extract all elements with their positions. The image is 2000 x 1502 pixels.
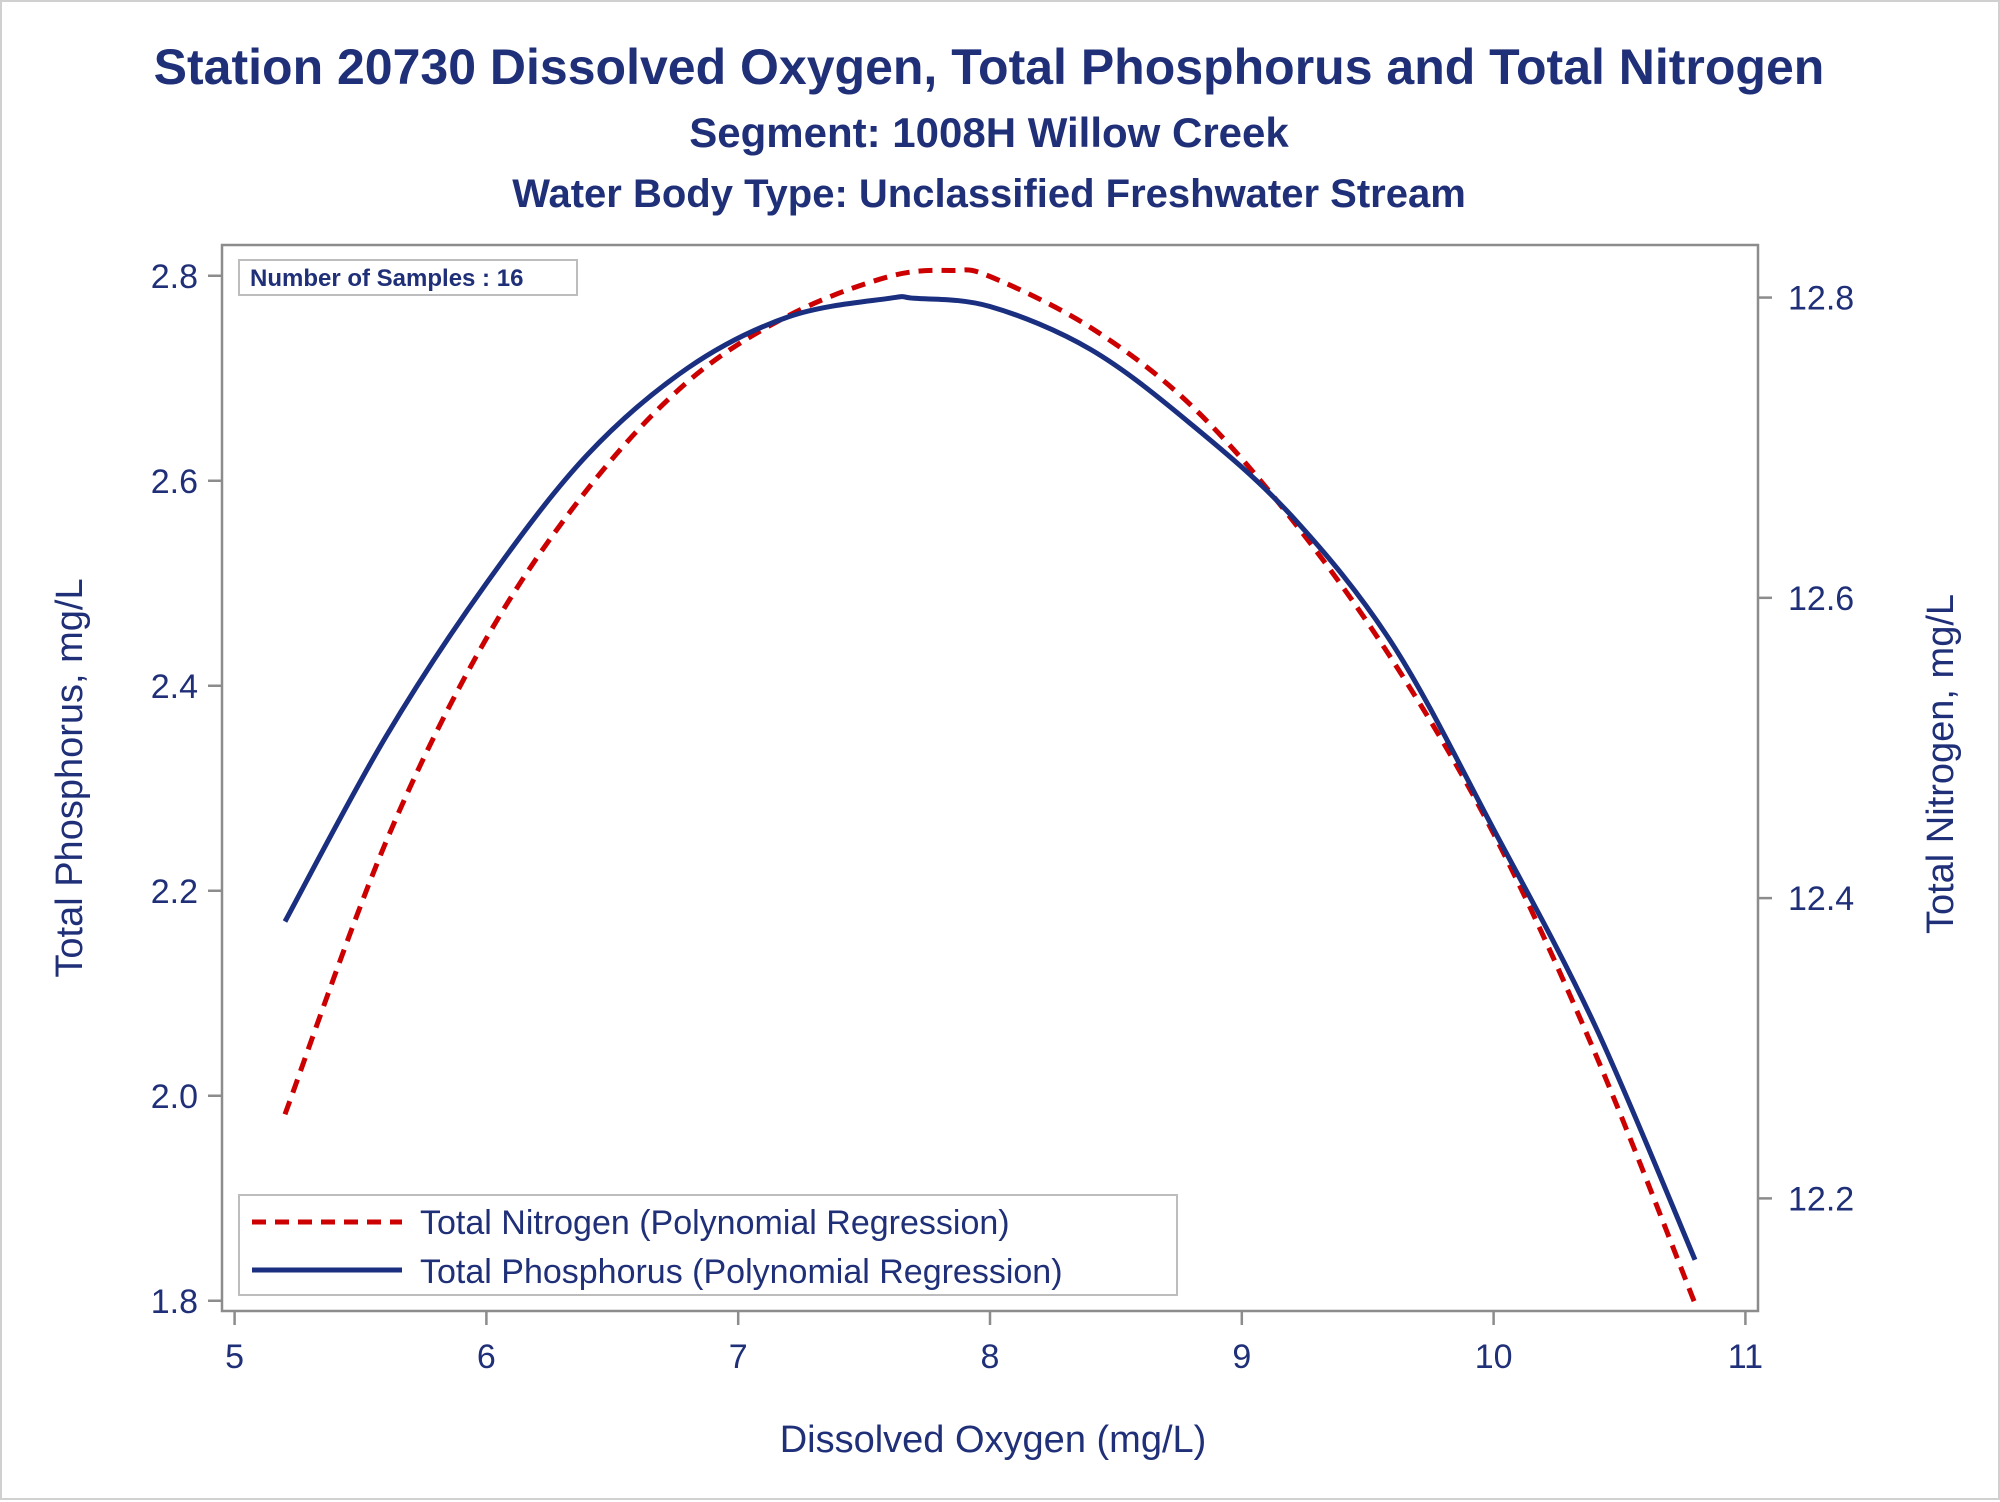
x-tick-label: 6 (477, 1338, 496, 1376)
series-line-total-phosphorus (282, 294, 1698, 1261)
y-right-tick-label: 12.8 (1788, 280, 1854, 318)
chart-subtitle: Segment: 1008H Willow Creek (689, 109, 1289, 156)
x-axis-label: Dissolved Oxygen (mg/L) (780, 1419, 1207, 1461)
legend-label-phosphorus: Total Phosphorus (Polynomial Regression) (420, 1253, 1063, 1291)
y-right-tick-label: 12.4 (1788, 880, 1854, 918)
x-tick-label: 9 (1232, 1338, 1251, 1376)
y-left-tick-label: 1.8 (151, 1283, 198, 1321)
legend-box (238, 1194, 1178, 1296)
y-right-tick-label: 12.2 (1788, 1180, 1854, 1218)
chart-title: Station 20730 Dissolved Oxygen, Total Ph… (154, 39, 1825, 95)
y-left-tick-label: 2.0 (151, 1078, 198, 1116)
x-tick-label: 8 (981, 1338, 1000, 1376)
y-left-axis-ticks: 1.8 2.0 2.2 2.4 2.6 2.8 (151, 258, 222, 1321)
y-right-axis-ticks: 12.2 12.4 12.6 12.8 (1758, 280, 1854, 1218)
y-left-tick-label: 2.2 (151, 873, 198, 911)
series-line-total-nitrogen (282, 267, 1698, 1305)
x-tick-label: 10 (1475, 1338, 1513, 1376)
y-left-tick-label: 2.6 (151, 463, 198, 501)
x-tick-label: 7 (729, 1338, 748, 1376)
x-axis-ticks: 5 6 7 8 9 10 11 (225, 1311, 1763, 1376)
x-tick-label: 5 (225, 1338, 244, 1376)
y-right-axis-label: Total Nitrogen, mg/L (1920, 594, 1962, 934)
samples-annotation: Number of Samples : 16 (250, 265, 523, 292)
annotation-box (238, 259, 578, 296)
y-right-tick-label: 12.6 (1788, 580, 1854, 618)
series-lines (282, 267, 1698, 1305)
y-left-axis-label: Total Phosphorus, mg/L (49, 578, 91, 977)
y-left-tick-label: 2.8 (151, 258, 198, 296)
legend-label-nitrogen: Total Nitrogen (Polynomial Regression) (420, 1204, 1010, 1242)
chart-subtitle-2: Water Body Type: Unclassified Freshwater… (512, 172, 1466, 216)
y-left-tick-label: 2.4 (151, 668, 198, 706)
plot-area (220, 243, 1760, 1313)
x-tick-label: 11 (1728, 1338, 1763, 1376)
